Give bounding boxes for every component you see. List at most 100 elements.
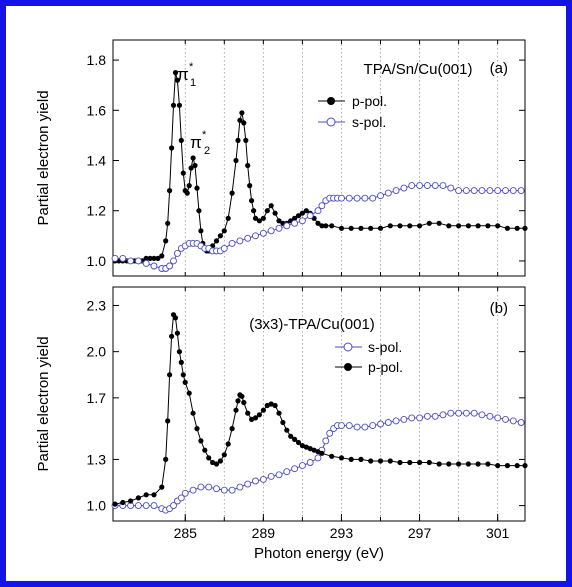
- data-point-a-0-55: [260, 215, 266, 221]
- data-point-a-1-44: [369, 194, 377, 202]
- data-point-a-0-73: [338, 225, 345, 231]
- data-point-a-0-86: [465, 223, 471, 229]
- data-point-a-0-92: [522, 225, 528, 231]
- y-tick-label-b-3: 2.0: [87, 344, 107, 360]
- data-point-b-0-21: [252, 477, 259, 485]
- data-point-a-1-31: [291, 219, 299, 227]
- data-point-a-1-40: [338, 194, 345, 202]
- data-point-a-1-26: [252, 232, 259, 240]
- data-point-b-0-4: [142, 502, 150, 510]
- data-point-b-1-42: [272, 402, 278, 409]
- data-point-b-0-45: [416, 414, 424, 422]
- data-point-b-0-26: [291, 465, 299, 473]
- data-point-a-1-33: [306, 212, 314, 220]
- data-point-a-0-91: [514, 225, 520, 231]
- data-point-a-1-0: [111, 254, 119, 262]
- data-point-a-0-77: [377, 225, 384, 231]
- plot-frame-a: [112, 39, 526, 277]
- data-point-b-1-23: [206, 455, 212, 461]
- data-point-a-1-5: [150, 262, 158, 270]
- data-point-a-1-51: [423, 182, 431, 190]
- y-axis-ticks-a: 1.0 1.2 1.4 1.6 1.8: [87, 40, 525, 276]
- data-point-a-0-47: [241, 120, 247, 126]
- data-point-a-1-24: [236, 237, 244, 245]
- data-point-a-0-78: [387, 223, 393, 229]
- data-point-b-1-72: [495, 463, 501, 469]
- data-point-b-1-49: [299, 443, 305, 449]
- data-point-b-1-68: [456, 461, 462, 467]
- data-point-a-1-34: [314, 207, 322, 215]
- data-point-b-1-74: [514, 463, 520, 469]
- annotation-pi2-symbol: π: [190, 133, 202, 152]
- data-point-a-0-51: [249, 198, 255, 204]
- data-point-b-1-54: [319, 450, 325, 456]
- data-point-b-0-40: [377, 420, 384, 428]
- data-point-a-0-21: [178, 137, 184, 143]
- data-point-b-1-75: [522, 463, 528, 469]
- grid-b: [184, 287, 499, 521]
- data-point-b-1-53: [315, 449, 321, 455]
- data-point-b-1-67: [446, 461, 452, 467]
- data-point-a-0-25: [186, 183, 192, 189]
- data-point-a-0-20: [176, 102, 182, 108]
- series-line-b-0: [115, 412, 522, 511]
- panel-label-b: (b): [490, 300, 508, 317]
- data-point-b-0-57: [509, 417, 517, 425]
- data-point-a-1-30: [283, 222, 291, 230]
- data-point-b-1-66: [436, 461, 442, 467]
- data-point-a-1-23: [228, 239, 236, 247]
- data-point-a-0-69: [315, 220, 321, 226]
- data-point-a-1-25: [244, 234, 252, 242]
- data-point-b-0-46: [423, 412, 431, 420]
- data-point-b-1-29: [229, 426, 235, 432]
- data-point-b-1-6: [159, 484, 165, 490]
- data-point-b-1-40: [264, 402, 270, 409]
- data-point-b-0-29: [314, 454, 322, 462]
- data-point-a-0-81: [417, 223, 423, 229]
- data-point-b-1-18: [186, 390, 192, 396]
- legend-marker-a-1: [326, 117, 336, 127]
- data-point-b-0-25: [283, 468, 291, 476]
- data-point-a-1-52: [431, 182, 439, 190]
- data-point-a-0-90: [504, 225, 510, 231]
- data-point-a-0-27: [190, 155, 196, 161]
- x-tick-label-4: 301: [486, 525, 510, 541]
- data-point-b-1-37: [252, 415, 259, 421]
- annotation-pi2-sup: *: [202, 129, 207, 141]
- data-point-a-0-29: [194, 185, 200, 191]
- legend-b: s-pol. p-pol.: [335, 339, 403, 375]
- annotation-pi2-sub: 2: [204, 145, 210, 157]
- data-point-b-1-25: [213, 461, 220, 467]
- data-point-b-1-21: [198, 438, 204, 444]
- data-point-b-1-28: [225, 441, 231, 447]
- data-point-b-1-56: [338, 455, 345, 461]
- data-point-a-1-28: [267, 227, 275, 235]
- data-point-a-1-60: [494, 187, 502, 195]
- legend-label-b-1: p-pol.: [368, 359, 403, 375]
- data-point-a-0-44: [235, 137, 241, 143]
- data-point-a-0-71: [323, 223, 329, 229]
- data-point-b-1-7: [163, 456, 169, 462]
- legend-marker-b-0: [343, 342, 353, 352]
- annotation-pi2: π * 2: [190, 129, 210, 157]
- data-point-a-0-56: [264, 208, 270, 214]
- data-point-a-0-40: [221, 228, 227, 234]
- data-point-b-0-15: [205, 483, 213, 491]
- data-point-a-1-48: [400, 184, 408, 192]
- data-point-a-0-72: [329, 223, 335, 229]
- data-point-a-1-50: [416, 182, 424, 190]
- y-tick-label-a-1: 1.2: [87, 203, 107, 219]
- data-point-b-0-16: [213, 485, 220, 493]
- data-point-a-0-8: [143, 255, 149, 261]
- data-point-a-0-12: [159, 253, 165, 259]
- data-point-b-1-20: [194, 426, 200, 432]
- data-point-a-1-46: [384, 189, 392, 197]
- data-point-b-1-44: [280, 419, 286, 426]
- data-point-b-0-11: [177, 494, 185, 502]
- data-point-b-1-41: [268, 401, 274, 407]
- data-point-a-0-31: [198, 228, 204, 234]
- data-point-a-0-75: [358, 225, 364, 231]
- data-point-b-0-42: [392, 417, 400, 425]
- data-point-a-0-18: [172, 70, 179, 76]
